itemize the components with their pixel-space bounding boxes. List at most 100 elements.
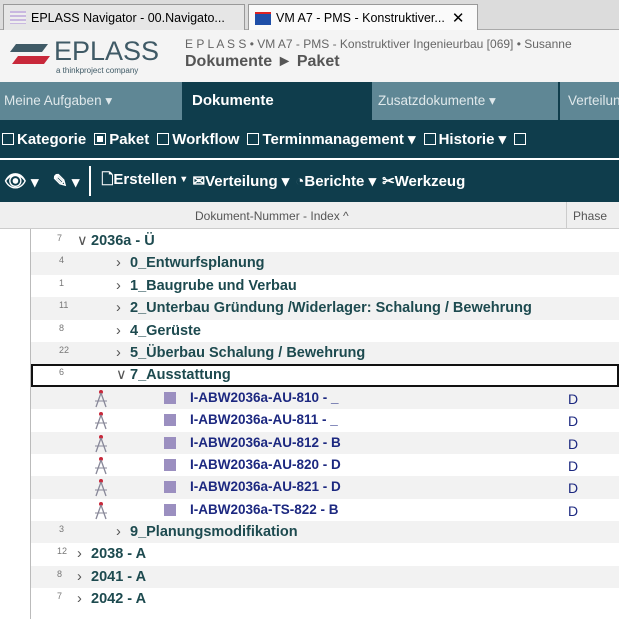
view-button[interactable]: 👁 ▾ xyxy=(4,170,39,191)
phase-value: D xyxy=(568,502,579,519)
expand-icon[interactable] xyxy=(164,458,176,471)
filter-terminmanagement[interactable]: Terminmanagement ▾ xyxy=(247,130,416,148)
expand-icon[interactable] xyxy=(164,503,176,516)
row-gutter xyxy=(0,202,31,619)
folder-row[interactable]: 7 ∨ 2036a - Ü xyxy=(31,230,619,252)
folder-row[interactable]: 8 › 2041 - A xyxy=(31,565,619,589)
document-number[interactable]: I-ABW2036a-AU-810 - _ xyxy=(190,389,339,405)
reports-button[interactable]: ◔Berichte ▾ xyxy=(295,173,377,190)
checkbox-checked[interactable] xyxy=(94,132,107,145)
create-button[interactable]: 🗋Erstellen ▾ xyxy=(101,170,187,188)
nav-verteilung[interactable]: Verteilung xyxy=(558,82,619,120)
compass-icon xyxy=(95,434,107,452)
document-row[interactable]: I-ABW2036a-AU-812 - B D xyxy=(31,431,619,454)
distribution-button[interactable]: ✉Verteilung ▾ xyxy=(192,173,290,190)
phase-value: D xyxy=(568,390,579,407)
chevron-right-icon[interactable]: › xyxy=(77,568,82,585)
filter-kategorie[interactable]: Kategorie xyxy=(2,131,86,148)
chevron-right-icon[interactable]: › xyxy=(77,591,82,608)
chevron-right-icon[interactable]: › xyxy=(116,300,121,317)
chevron-right-icon[interactable]: › xyxy=(77,546,82,563)
folder-label: 0_Entwurfsplanung xyxy=(130,255,265,272)
checkbox[interactable] xyxy=(423,133,436,145)
child-count: 22 xyxy=(59,344,70,355)
folder-label: 2_Unterbau Gründung /Widerlager: Schalun… xyxy=(130,300,532,317)
checkbox[interactable] xyxy=(247,133,260,145)
child-count: 4 xyxy=(59,255,65,266)
chevron-right-icon[interactable]: › xyxy=(116,255,121,272)
folder-row[interactable]: 22 › 5_Überbau Schalung / Bewehrung xyxy=(31,341,619,365)
child-count: 11 xyxy=(59,300,69,311)
browser-tab-active[interactable]: VM A7 - PMS - Konstruktiver... ✕ xyxy=(248,4,478,31)
folder-row[interactable]: 12 › 2038 - A xyxy=(31,543,619,565)
expand-icon[interactable] xyxy=(164,391,176,404)
expand-icon[interactable] xyxy=(164,414,176,427)
folder-row[interactable]: 4 › 0_Entwurfsplanung xyxy=(31,252,619,275)
mark-button[interactable]: ✎ ▾ xyxy=(52,170,80,191)
document-row[interactable]: I-ABW2036a-TS-822 - B D xyxy=(31,499,619,521)
child-count: 8 xyxy=(57,568,63,579)
folder-row[interactable]: 11 › 2_Unterbau Gründung /Widerlager: Sc… xyxy=(31,297,619,320)
folder-label: 7_Ausstattung xyxy=(130,367,231,384)
page-icon xyxy=(10,11,26,24)
compass-icon xyxy=(95,501,107,519)
filter-workflow[interactable]: Workflow xyxy=(157,131,239,148)
main-nav: Meine Aufgaben ▾ Dokumente Zusatzdokumen… xyxy=(0,82,619,120)
nav-meine-aufgaben[interactable]: Meine Aufgaben ▾ xyxy=(4,93,113,108)
chevron-right-icon[interactable]: › xyxy=(116,344,121,361)
chevron-right-icon[interactable]: › xyxy=(116,277,121,294)
compass-icon xyxy=(95,479,107,497)
breadcrumb: Dokumente ► Paket xyxy=(185,53,340,70)
child-count: 1 xyxy=(59,277,65,288)
new-document-icon: 🗋 xyxy=(101,170,114,188)
tools-button[interactable]: ✂Werkzeug xyxy=(382,173,466,190)
chevron-down-icon[interactable]: ∨ xyxy=(116,367,127,384)
folder-row[interactable]: 7 › 2042 - A xyxy=(31,588,619,610)
checkbox[interactable] xyxy=(157,132,170,145)
folder-label: 9_Planungsmodifikation xyxy=(130,524,298,541)
chevron-down-icon[interactable]: ∨ xyxy=(77,233,88,249)
document-number[interactable]: I-ABW2036a-TS-822 - B xyxy=(190,501,339,517)
highlighter-icon: ✎ xyxy=(52,170,68,191)
context-line: E P L A S S • VM A7 - PMS - Konstruktive… xyxy=(185,37,572,51)
filter-paket[interactable]: Paket xyxy=(94,131,149,148)
eplass-logo: EPLASS a thinkproject company xyxy=(8,36,173,76)
folder-label: 1_Baugrube und Verbau xyxy=(130,277,297,294)
checkbox[interactable] xyxy=(2,132,14,145)
document-number[interactable]: I-ABW2036a-AU-821 - D xyxy=(190,479,341,495)
document-row[interactable]: I-ABW2036a-AU-811 - _ D xyxy=(31,409,619,431)
document-number[interactable]: I-ABW2036a-AU-820 - D xyxy=(190,456,341,472)
document-number[interactable]: I-ABW2036a-AU-811 - _ xyxy=(190,412,338,428)
eye-icon: 👁 xyxy=(4,170,27,191)
folder-row[interactable]: 3 › 9_Planungsmodifikation xyxy=(31,521,619,544)
document-row[interactable]: I-ABW2036a-AU-821 - D D xyxy=(31,476,619,499)
column-phase[interactable]: Phase xyxy=(566,202,613,229)
folder-row[interactable]: 1 › 1_Baugrube und Verbau xyxy=(31,275,619,297)
column-doc-number[interactable]: Dokument-Nummer - Index ^ xyxy=(195,209,349,223)
document-row[interactable]: I-ABW2036a-AU-820 - D D xyxy=(31,454,619,476)
folder-label: 2036a - Ü xyxy=(91,233,155,249)
expand-icon[interactable] xyxy=(164,436,176,449)
child-count: 8 xyxy=(59,322,65,333)
document-number[interactable]: I-ABW2036a-AU-812 - B xyxy=(190,434,341,450)
compass-icon xyxy=(95,456,107,475)
browser-tab-navigator[interactable]: EPLASS Navigator - 00.Navigato... xyxy=(3,4,245,30)
checkbox[interactable] xyxy=(514,133,527,145)
chevron-right-icon[interactable]: › xyxy=(116,322,121,339)
chevron-right-icon[interactable]: › xyxy=(116,524,121,541)
nav-zusatzdokumente[interactable]: Zusatzdokumente ▾ xyxy=(378,93,496,108)
folder-label: 2041 - A xyxy=(91,568,147,585)
app-icon xyxy=(255,11,271,25)
envelope-icon: ✉ xyxy=(192,173,206,190)
expand-icon[interactable] xyxy=(164,481,176,494)
close-icon[interactable]: ✕ xyxy=(451,10,465,27)
filter-historie[interactable]: Historie ▾ xyxy=(423,130,506,148)
nav-dokumente[interactable]: Dokumente xyxy=(182,82,372,120)
document-row[interactable]: I-ABW2036a-AU-810 - _ D xyxy=(31,386,619,410)
folder-row[interactable]: 6 ∨ 7_Ausstattung xyxy=(31,364,619,387)
folder-label: 4_Gerüste xyxy=(130,322,201,339)
toolbar: 👁 ▾ ✎ ▾ 🗋Erstellen ▾ ✉Verteilung ▾ ◔Beri… xyxy=(0,160,619,202)
folder-row[interactable]: 8 › 4_Gerüste xyxy=(31,320,619,342)
compass-icon xyxy=(95,389,107,407)
